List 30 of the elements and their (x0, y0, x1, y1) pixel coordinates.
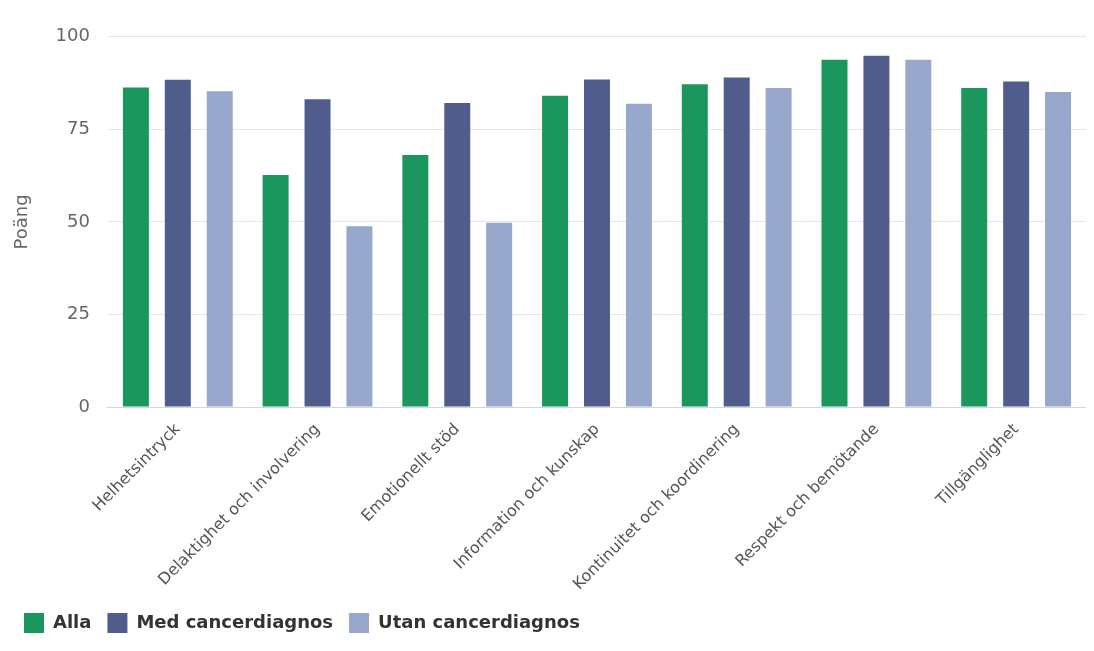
y-tick-label: 50 (67, 209, 90, 231)
bar (583, 79, 610, 407)
bar (206, 91, 233, 407)
y-tick-label: 0 (78, 394, 90, 416)
bar (402, 154, 429, 407)
bar (164, 79, 191, 407)
bar (444, 103, 471, 407)
bar (304, 99, 331, 407)
bar (765, 87, 792, 407)
bar (262, 174, 289, 407)
bar (863, 55, 890, 407)
bar (122, 87, 149, 407)
y-tick-label: 75 (67, 117, 90, 139)
y-axis-title: Poäng (10, 194, 32, 250)
bar (542, 95, 569, 407)
bar (961, 87, 988, 407)
y-tick-label: 25 (67, 302, 90, 324)
y-tick-label: 100 (55, 24, 90, 46)
bar (821, 59, 848, 407)
legend-label: Med cancerdiagnos (136, 610, 334, 632)
legend-label: Alla (53, 610, 92, 632)
legend-label: Utan cancerdiagnos (378, 610, 580, 632)
bar (625, 103, 652, 407)
bar (346, 226, 373, 407)
bar (905, 59, 932, 407)
bar (1045, 91, 1072, 407)
bar (723, 77, 750, 407)
bar (681, 84, 708, 407)
bar (1003, 81, 1030, 407)
bar (486, 222, 513, 407)
